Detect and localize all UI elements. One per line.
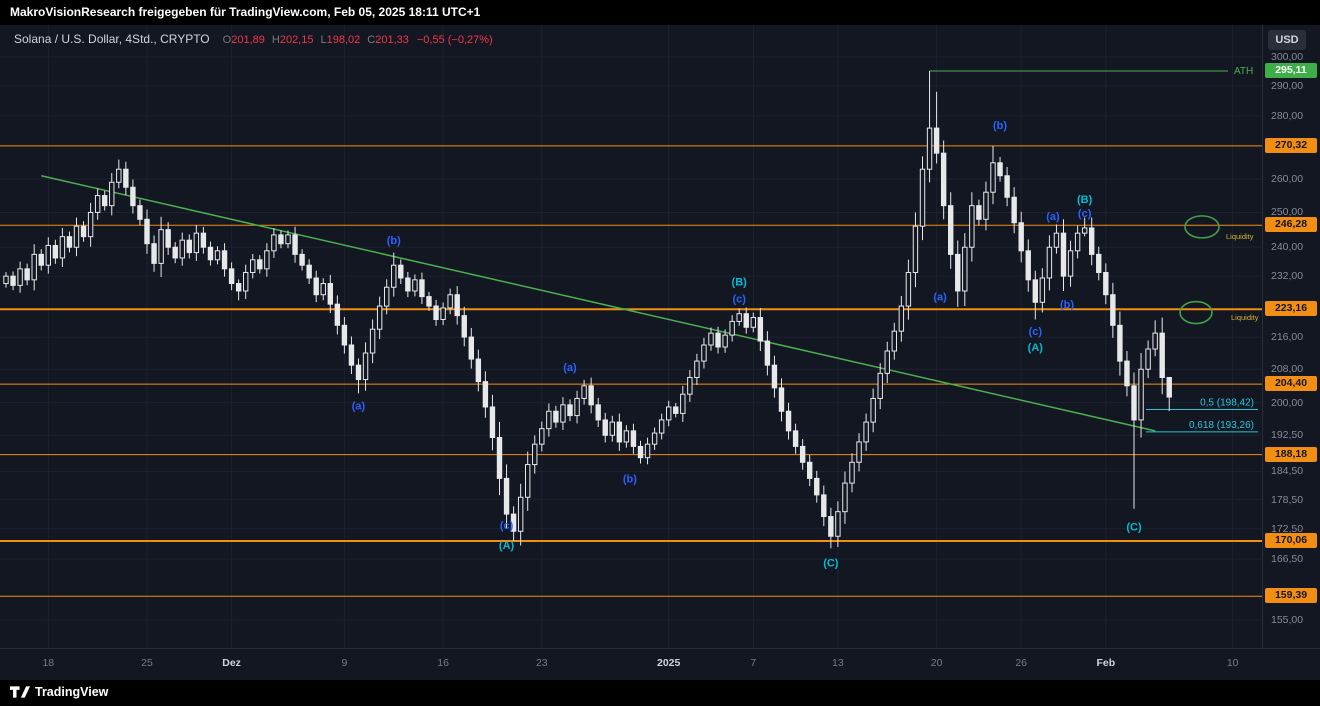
price-tick-label: 178,50: [1271, 493, 1304, 506]
wave-label[interactable]: (a): [933, 292, 947, 304]
wave-label[interactable]: (a): [1046, 211, 1060, 223]
price-axis[interactable]: 300,00 290,00 280,00 260,00 250,00 240,00 232,…: [1262, 25, 1320, 648]
price-tick-label: 184,50: [1271, 465, 1304, 478]
price-level-badge: 223,16: [1265, 301, 1317, 317]
wave-label[interactable]: (b): [623, 473, 637, 485]
candles-layer: [3, 71, 1172, 549]
price-tick-label: 155,00: [1271, 614, 1304, 626]
wave-label[interactable]: (b): [1060, 299, 1074, 311]
price-tick-label: 260,00: [1271, 173, 1304, 185]
price-level-badge: 159,39: [1265, 588, 1317, 604]
time-axis-label: 25: [141, 657, 153, 669]
fib-level-label: 0,5 (198,42): [1200, 397, 1254, 408]
ohlc-high-value: 202,15: [279, 34, 314, 46]
time-axis-label: 7: [750, 657, 757, 669]
wave-label[interactable]: (B): [1077, 194, 1093, 206]
grid: [0, 25, 1262, 648]
ohlc-close-key: C: [367, 34, 376, 46]
price-chart-canvas[interactable]: ATH 0,5 (198,42) 0,618 (193,26) (a) (b) (c) (A…: [0, 25, 1262, 648]
wave-label[interactable]: (b): [387, 235, 401, 247]
wave-label[interactable]: (c): [1029, 326, 1043, 338]
wave-label[interactable]: (c): [500, 520, 514, 532]
ohlc-open-value: 201,89: [231, 34, 265, 46]
ohlc-low-key: L: [320, 34, 327, 46]
wave-label[interactable]: (C): [823, 558, 839, 570]
price-tick-label: 300,00: [1271, 51, 1304, 63]
tradingview-logo-icon: [10, 686, 30, 698]
price-tick-label: 240,00: [1271, 241, 1304, 254]
price-tick-label: 172,50: [1271, 522, 1304, 535]
liquidity-label: Liquidity: [1231, 313, 1259, 322]
fib-level-label: 0,618 (193,26): [1189, 420, 1254, 431]
time-axis-label: 16: [437, 657, 449, 669]
time-axis-label: 13: [832, 657, 844, 669]
price-level-badge: 270,32: [1265, 137, 1317, 153]
price-tick-label: 290,00: [1271, 79, 1304, 92]
ohlc-low-value: 198,02: [326, 34, 361, 46]
chart-area[interactable]: ATH 0,5 (198,42) 0,618 (193,26) (a) (b) (c) (A…: [0, 25, 1320, 648]
price-tick-label: 280,00: [1271, 109, 1304, 122]
price-tick-label: 200,00: [1271, 396, 1304, 409]
wave-label[interactable]: (b): [993, 120, 1007, 132]
time-axis-label: 9: [341, 657, 348, 669]
currency-toggle-button[interactable]: USD: [1268, 30, 1306, 50]
time-axis-label: Feb: [1096, 657, 1116, 669]
wave-label[interactable]: (c): [732, 293, 746, 305]
time-axis-label: 20: [930, 657, 943, 669]
time-axis[interactable]: 18 25 Dez 9 16 23 2025 7 13 20 26 Feb 10: [0, 648, 1320, 680]
price-level-badge: 295,11: [1265, 63, 1317, 78]
time-axis-label: Dez: [222, 657, 241, 669]
price-tick-label: 208,00: [1271, 363, 1304, 376]
time-axis-label: 26: [1015, 657, 1028, 669]
wave-label[interactable]: (A): [1028, 342, 1044, 354]
price-level-badge: 188,18: [1265, 446, 1317, 462]
ohlc-high-key: H: [271, 34, 280, 46]
wave-label[interactable]: (C): [1126, 521, 1142, 533]
price-tick-label: 192,50: [1271, 429, 1304, 442]
symbol-legend[interactable]: Solana / U.S. Dollar, 4Std., CRYPTO O201,…: [14, 32, 493, 46]
ohlc-open-key: O: [222, 34, 232, 46]
wave-label[interactable]: (a): [352, 401, 366, 413]
liquidity-label: Liquidity: [1226, 232, 1254, 241]
price-level-badge: 204,40: [1265, 376, 1317, 392]
price-level-badge: 170,06: [1265, 532, 1317, 548]
time-axis-label: 10: [1226, 657, 1239, 669]
tradingview-logo[interactable]: TradingView: [10, 685, 108, 699]
price-tick-label: 232,00: [1271, 270, 1304, 283]
wave-label[interactable]: (c): [1078, 208, 1092, 220]
symbol-title[interactable]: Solana / U.S. Dollar, 4Std., CRYPTO: [14, 32, 210, 46]
wave-label[interactable]: (A): [499, 540, 515, 552]
wave-label[interactable]: (B): [732, 277, 748, 289]
watermark-text: MakroVisionResearch freigegeben für Trad…: [10, 5, 481, 19]
liquidity-ellipse[interactable]: [1179, 300, 1213, 325]
change-value: −0,55 (−0,27%): [416, 34, 493, 46]
tradingview-logo-text: TradingView: [35, 685, 109, 699]
share-watermark-bar: MakroVisionResearch freigegeben für Trad…: [0, 0, 1320, 25]
ohlc-close-value: 201,33: [375, 34, 409, 46]
time-axis-label: 23: [535, 657, 548, 669]
time-axis-label: 2025: [657, 657, 681, 669]
descending-trendline[interactable]: [41, 174, 1156, 432]
ath-label: ATH: [1234, 66, 1253, 77]
liquidity-ellipse[interactable]: [1184, 215, 1220, 239]
price-tick-label: 250,00: [1271, 206, 1304, 219]
time-axis-label: 18: [42, 657, 55, 669]
price-level-badge: 246,28: [1265, 217, 1317, 233]
wave-label[interactable]: (a): [563, 362, 577, 374]
footer-bar: TradingView: [0, 680, 1320, 706]
price-tick-label: 216,00: [1271, 331, 1304, 344]
price-tick-label: 166,50: [1271, 552, 1304, 565]
